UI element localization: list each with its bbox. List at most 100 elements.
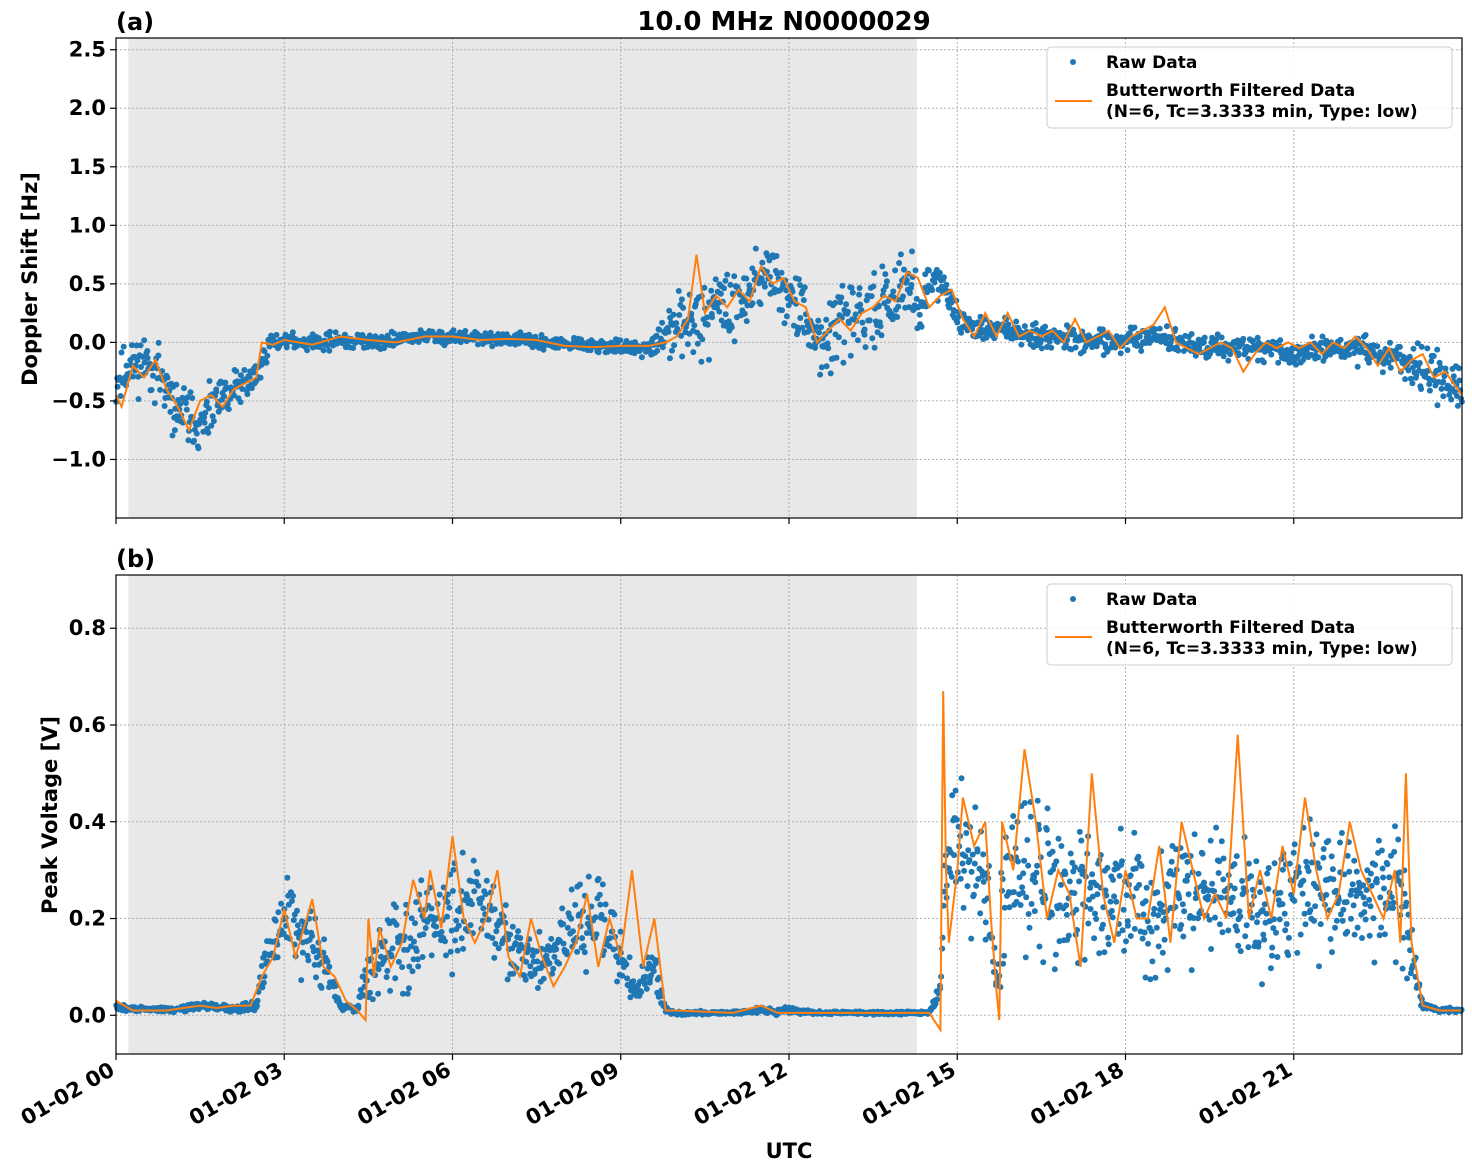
raw-data-point [963,830,970,836]
raw-data-point [509,923,516,930]
raw-data-point [1131,324,1138,331]
raw-data-point [1254,334,1261,341]
raw-data-point [326,347,333,354]
raw-data-point [1271,916,1277,923]
raw-data-point [932,1000,939,1007]
raw-data-point [487,329,494,336]
raw-data-point [1138,863,1145,869]
raw-data-point [1242,933,1249,940]
raw-data-point [925,267,932,274]
raw-data-point [1216,921,1223,928]
raw-data-point [824,340,831,347]
raw-data-point [1271,860,1278,867]
raw-data-point [1297,931,1304,938]
raw-data-point [761,283,768,290]
panel-b-legend-filtered-params: (N=6, Tc=3.3333 min, Type: low) [1106,639,1418,659]
raw-data-point [1227,351,1234,358]
raw-data-point [1123,938,1129,945]
raw-data-point [1105,941,1112,948]
raw-data-point [1021,800,1028,806]
raw-data-point [1399,965,1406,972]
raw-data-point [1371,959,1378,966]
raw-data-point [1151,905,1158,912]
raw-data-point [773,253,780,259]
raw-data-point [1320,854,1327,861]
raw-data-point [833,354,840,361]
raw-data-point [1190,925,1197,932]
raw-data-point [1366,932,1373,939]
raw-data-point [1320,846,1327,852]
raw-data-point [614,954,620,961]
raw-data-point [1265,865,1272,871]
raw-data-point [408,915,415,922]
raw-data-point [676,312,683,318]
raw-data-point [1344,928,1351,935]
raw-data-point [1430,353,1437,359]
raw-data-point [1049,848,1056,855]
raw-data-point [1268,351,1275,358]
raw-data-point [800,297,807,304]
raw-data-point [1117,350,1124,357]
raw-data-point [694,340,701,347]
raw-data-point [1051,966,1058,973]
raw-data-point [1259,981,1265,988]
x-tick-label: 01-02 21 [1194,1058,1296,1131]
raw-data-point [260,979,267,986]
raw-data-point [283,344,290,351]
raw-data-point [1253,858,1260,865]
raw-data-point [574,948,581,955]
raw-data-point [1025,911,1032,917]
raw-data-point [324,958,331,965]
raw-data-point [1409,380,1416,387]
raw-data-point [320,347,327,354]
raw-data-point [493,928,500,935]
raw-data-point [953,816,960,823]
raw-data-point [795,276,802,283]
y-tick-label: 0.6 [69,713,106,737]
raw-data-point [1124,918,1131,925]
raw-data-point [706,356,712,363]
raw-data-point [964,883,971,890]
raw-data-point [859,319,866,326]
raw-data-point [1212,914,1218,921]
raw-data-point [912,267,919,274]
raw-data-point [1337,911,1344,918]
raw-data-point [717,290,724,297]
raw-data-point [749,300,756,307]
raw-data-point [1267,965,1274,972]
raw-data-point [1213,824,1220,831]
raw-data-point [691,322,698,329]
raw-data-point [1407,947,1413,954]
raw-data-point [1164,967,1171,974]
raw-data-point [522,976,529,983]
raw-data-point [1181,908,1188,915]
raw-data-point [1123,892,1130,899]
raw-data-point [1091,935,1098,942]
raw-data-point [1033,869,1040,876]
raw-data-point [1436,359,1443,366]
raw-data-point [459,849,466,856]
raw-data-point [906,290,913,296]
raw-data-point [1361,909,1368,916]
raw-data-point [1354,924,1361,931]
raw-data-point [1275,897,1282,904]
raw-data-point [549,970,556,977]
raw-data-point [1260,359,1267,366]
raw-data-point [1396,869,1403,876]
raw-data-point [1019,889,1026,896]
raw-data-point [1184,872,1191,879]
raw-data-point [1013,318,1020,325]
raw-data-point [187,389,194,396]
raw-data-point [1141,929,1148,936]
raw-data-point [612,348,619,355]
raw-data-point [273,331,280,338]
raw-data-point [854,337,861,344]
panel-a: −1.0 −0.5 0.0 0.5 1.0 1.5 2.0 2.5 (a) Doppler S… [18,8,1465,524]
raw-data-point [391,330,398,337]
raw-data-point [177,401,184,408]
raw-data-point [972,804,979,811]
raw-data-point [1109,914,1116,921]
raw-data-point [778,269,785,276]
raw-data-point [1018,341,1025,348]
panel-b-y-axis-label: Peak Voltage [V] [38,716,62,914]
